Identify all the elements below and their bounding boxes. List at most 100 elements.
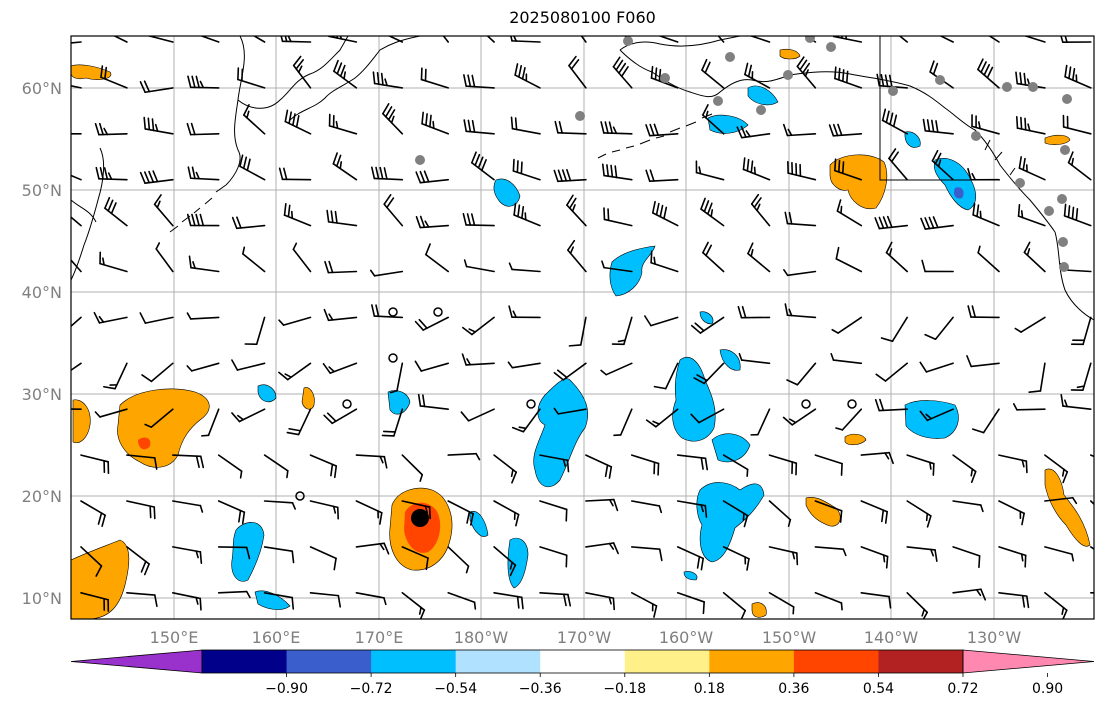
negative-anomaly-region: [904, 400, 959, 439]
wind-barb: [676, 546, 705, 571]
wind-barb: [657, 36, 679, 43]
wind-barb: [514, 63, 541, 89]
wind-barb: [71, 258, 82, 273]
wind-barbs: [71, 36, 1094, 619]
wind-barb: [998, 591, 1030, 609]
wind-barb: [383, 194, 404, 227]
wind-barb: [1028, 362, 1046, 393]
wind-barb: [828, 123, 863, 137]
wind-barb: [309, 454, 338, 479]
wind-barb: [460, 408, 495, 422]
wind-barb: [139, 170, 174, 184]
wind-barb: [187, 166, 220, 181]
wind-barb: [860, 546, 889, 569]
wind-barb: [381, 408, 404, 437]
wind-barb: [355, 500, 383, 525]
colorbar-swatch: [540, 650, 626, 673]
wind-barb: [201, 408, 220, 437]
longitude-label: 170°E: [355, 628, 404, 647]
wind-barb: [1067, 151, 1092, 181]
masked-point: [1044, 206, 1054, 216]
wind-barb: [239, 154, 266, 181]
wind-barb: [187, 75, 220, 89]
negative-anomaly-region: [683, 571, 698, 581]
map-title: 2025080100 F060: [509, 8, 656, 27]
wind-barb: [278, 362, 312, 381]
wind-barb: [323, 408, 358, 425]
wind-barb: [292, 242, 312, 273]
positive-anomaly-region: [805, 497, 841, 527]
longitude-label: 180°W: [454, 628, 509, 647]
masked-point: [783, 70, 793, 80]
wind-barb: [1044, 454, 1069, 484]
colorbar-tick-label: −0.36: [519, 681, 562, 697]
wind-barb: [814, 591, 843, 611]
wind-barb: [1063, 203, 1092, 227]
wind-barb: [447, 591, 477, 610]
wind-barb: [644, 315, 679, 327]
wind-barb: [71, 133, 82, 135]
wind-barb: [283, 203, 312, 227]
wind-barb: [630, 454, 660, 476]
wind-barb: [447, 546, 470, 574]
positive-anomaly-region: [117, 388, 210, 468]
wind-barb: [1060, 36, 1092, 44]
wind-barb: [355, 591, 387, 606]
wind-barb: [1023, 36, 1046, 43]
negative-anomaly-region: [711, 433, 751, 463]
wind-barb: [782, 123, 817, 137]
wind-barb: [186, 213, 220, 227]
coastlines: [71, 36, 1094, 321]
wind-barb: [80, 546, 103, 577]
wind-barb: [580, 36, 587, 43]
wind-barb: [921, 259, 954, 273]
coastline-siberia: [289, 36, 421, 121]
wind-barb: [924, 316, 954, 341]
wind-barb: [702, 241, 725, 273]
wind-barb: [126, 546, 150, 576]
wind-barb: [566, 194, 587, 227]
wind-barb: [371, 166, 404, 181]
wind-barb: [701, 58, 725, 89]
wind-barb: [237, 67, 266, 89]
wind-barb: [539, 546, 568, 568]
wind-barb: [94, 122, 128, 136]
wind-barb: [508, 305, 541, 319]
calm-wind-marker: [433, 307, 443, 317]
calm-wind-markers: [295, 307, 857, 501]
wind-barb: [835, 246, 863, 273]
wind-barb: [104, 196, 128, 227]
colorbar-swatch: [793, 650, 879, 673]
wind-barb: [1044, 546, 1075, 562]
wind-barb: [860, 500, 888, 524]
wind-barb: [539, 500, 568, 522]
wind-barb: [967, 305, 1000, 319]
wind-barb: [172, 500, 204, 513]
coastline-japan: [71, 147, 105, 281]
colorbar-tick-label: 0.36: [778, 681, 809, 697]
wind-barb: [690, 316, 725, 334]
wind-barb: [141, 362, 174, 383]
colorbar-swatch: [286, 650, 372, 673]
calm-wind-marker: [847, 399, 857, 409]
colorbar-tick-label: −0.18: [603, 681, 646, 697]
wind-barb: [493, 500, 520, 527]
wind-barb: [415, 170, 450, 184]
wind-barb: [834, 66, 863, 89]
wind-barb: [585, 591, 616, 611]
wind-barb: [93, 311, 128, 324]
wind-barb: [126, 591, 158, 608]
wind-barb: [860, 591, 892, 609]
masked-point: [1002, 82, 1012, 92]
wind-barb: [144, 408, 174, 428]
longitude-label: 150°W: [762, 628, 817, 647]
wind-barb: [231, 408, 266, 423]
wind-barb: [676, 500, 708, 518]
wind-barb: [1017, 203, 1046, 227]
wind-barb: [493, 591, 524, 610]
wind-barb: [217, 454, 243, 479]
wind-barb: [326, 209, 358, 227]
positive-anomaly-region: [844, 433, 867, 446]
wind-barb: [796, 56, 817, 89]
wind-barb: [645, 408, 679, 428]
